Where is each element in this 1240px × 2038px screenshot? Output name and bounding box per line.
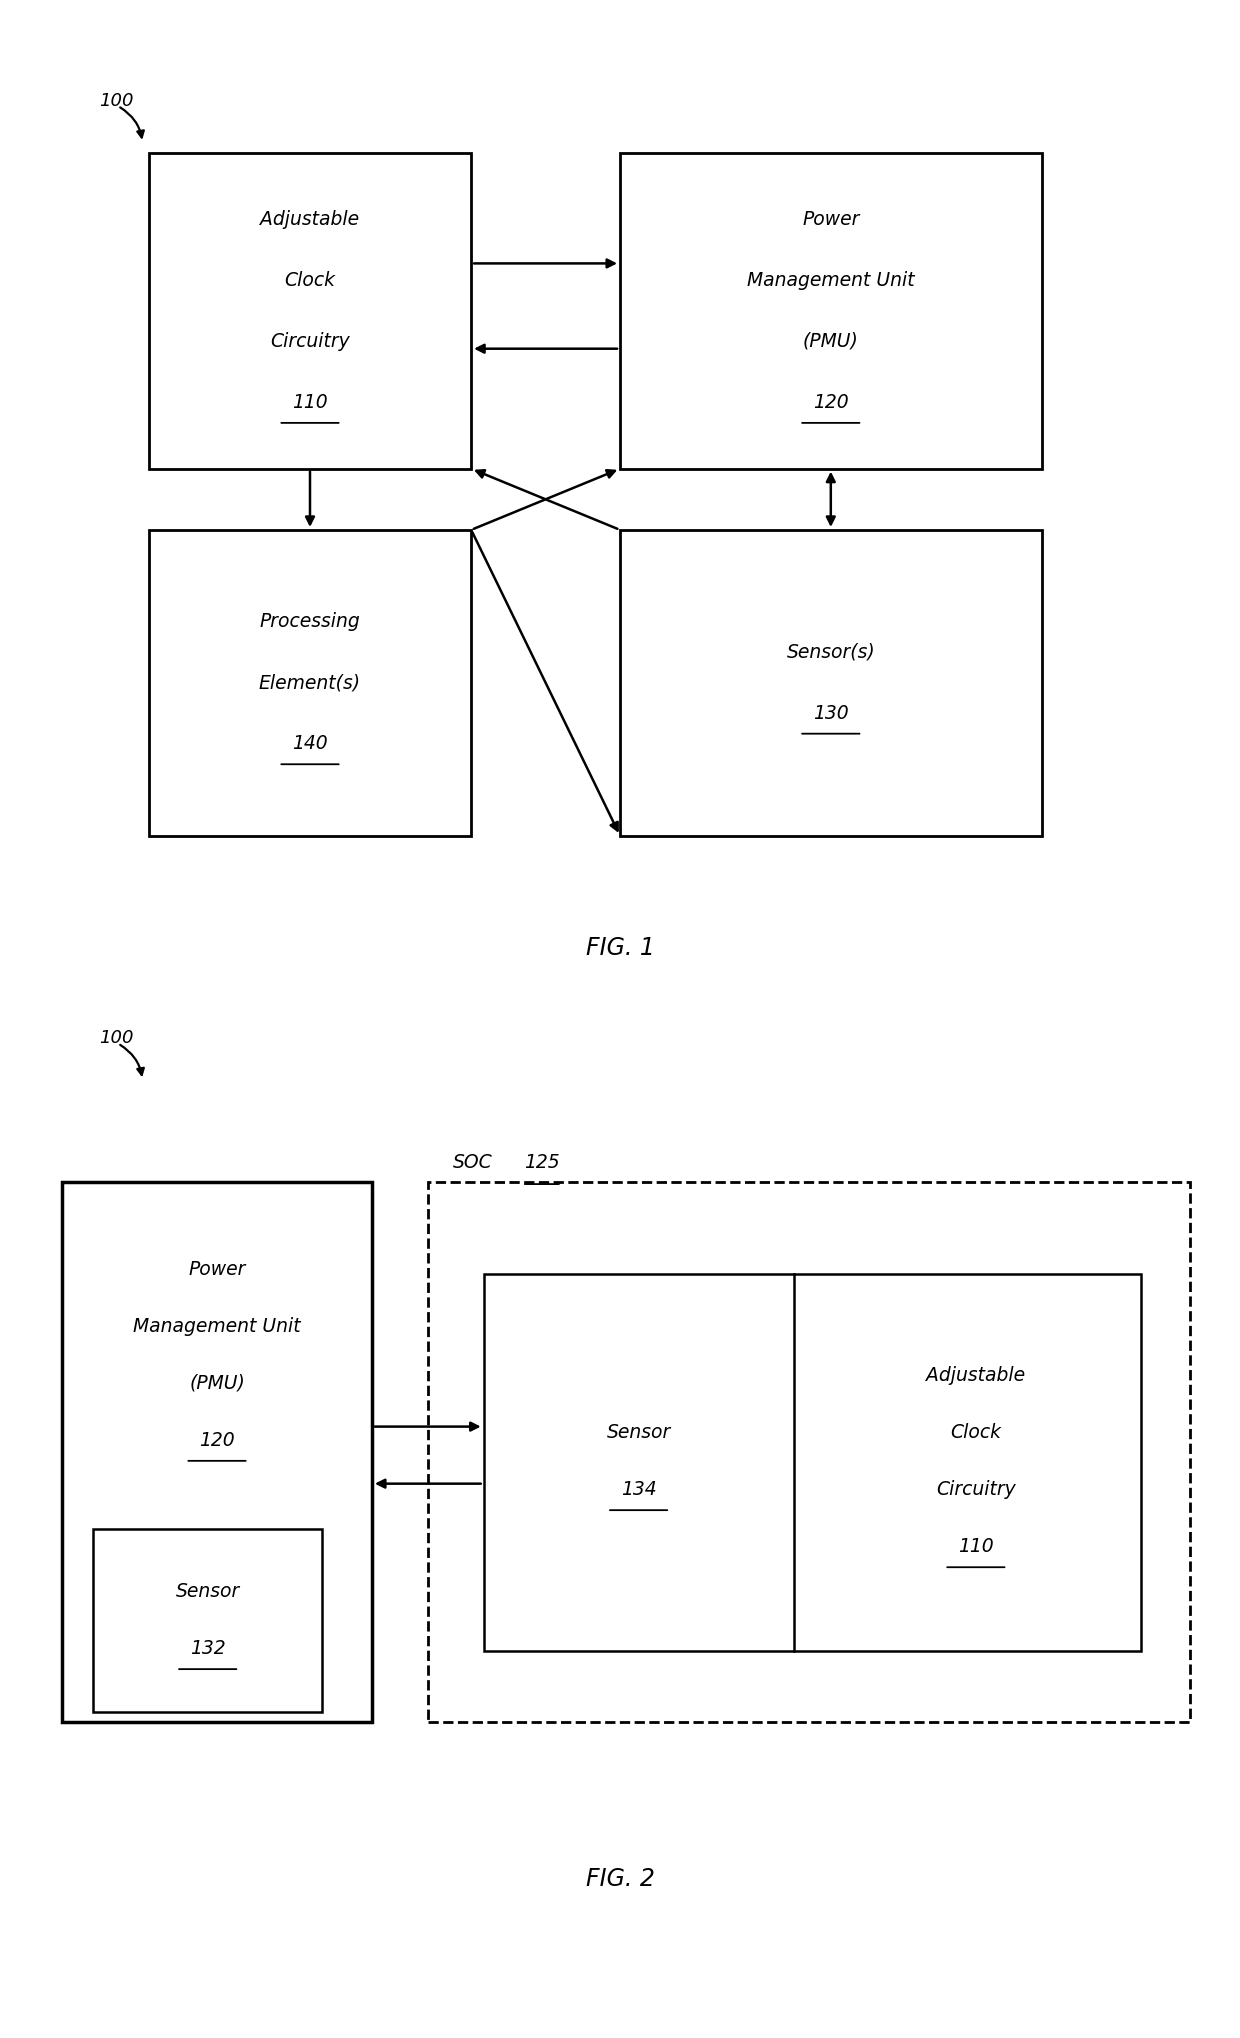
Bar xyxy=(620,153,1042,469)
Text: 120: 120 xyxy=(200,1431,234,1449)
Bar xyxy=(484,1274,1141,1651)
Text: SOC: SOC xyxy=(453,1154,492,1172)
Text: 120: 120 xyxy=(813,393,848,412)
Text: Clock: Clock xyxy=(284,271,336,289)
Text: (PMU): (PMU) xyxy=(188,1374,246,1392)
Text: 140: 140 xyxy=(293,734,327,754)
Text: 110: 110 xyxy=(293,393,327,412)
Bar xyxy=(428,1182,1190,1722)
Text: 100: 100 xyxy=(99,1029,134,1048)
Text: FIG. 1: FIG. 1 xyxy=(585,935,655,960)
Text: (PMU): (PMU) xyxy=(802,332,859,351)
Bar xyxy=(149,530,471,836)
Text: Processing: Processing xyxy=(259,611,361,632)
Bar xyxy=(93,1528,322,1712)
Bar xyxy=(62,1182,372,1722)
Text: FIG. 2: FIG. 2 xyxy=(585,1867,655,1891)
Text: 125: 125 xyxy=(525,1154,560,1172)
Text: Clock: Clock xyxy=(950,1423,1002,1443)
Text: 110: 110 xyxy=(959,1537,993,1557)
Bar xyxy=(620,530,1042,836)
Text: Power: Power xyxy=(802,210,859,228)
Text: Circuitry: Circuitry xyxy=(936,1480,1016,1500)
Text: Circuitry: Circuitry xyxy=(270,332,350,351)
Text: Sensor: Sensor xyxy=(176,1581,239,1602)
Text: Adjustable: Adjustable xyxy=(260,210,360,228)
Bar xyxy=(149,153,471,469)
Text: Element(s): Element(s) xyxy=(259,673,361,693)
Text: Power: Power xyxy=(188,1259,246,1278)
Text: Adjustable: Adjustable xyxy=(926,1365,1025,1386)
Text: 100: 100 xyxy=(99,92,134,110)
Text: 132: 132 xyxy=(190,1639,226,1659)
Text: 134: 134 xyxy=(621,1480,656,1500)
Text: Management Unit: Management Unit xyxy=(746,271,915,289)
Text: 130: 130 xyxy=(813,703,848,723)
Text: Sensor(s): Sensor(s) xyxy=(786,642,875,662)
Text: Sensor: Sensor xyxy=(606,1423,671,1443)
Text: Management Unit: Management Unit xyxy=(133,1317,301,1335)
